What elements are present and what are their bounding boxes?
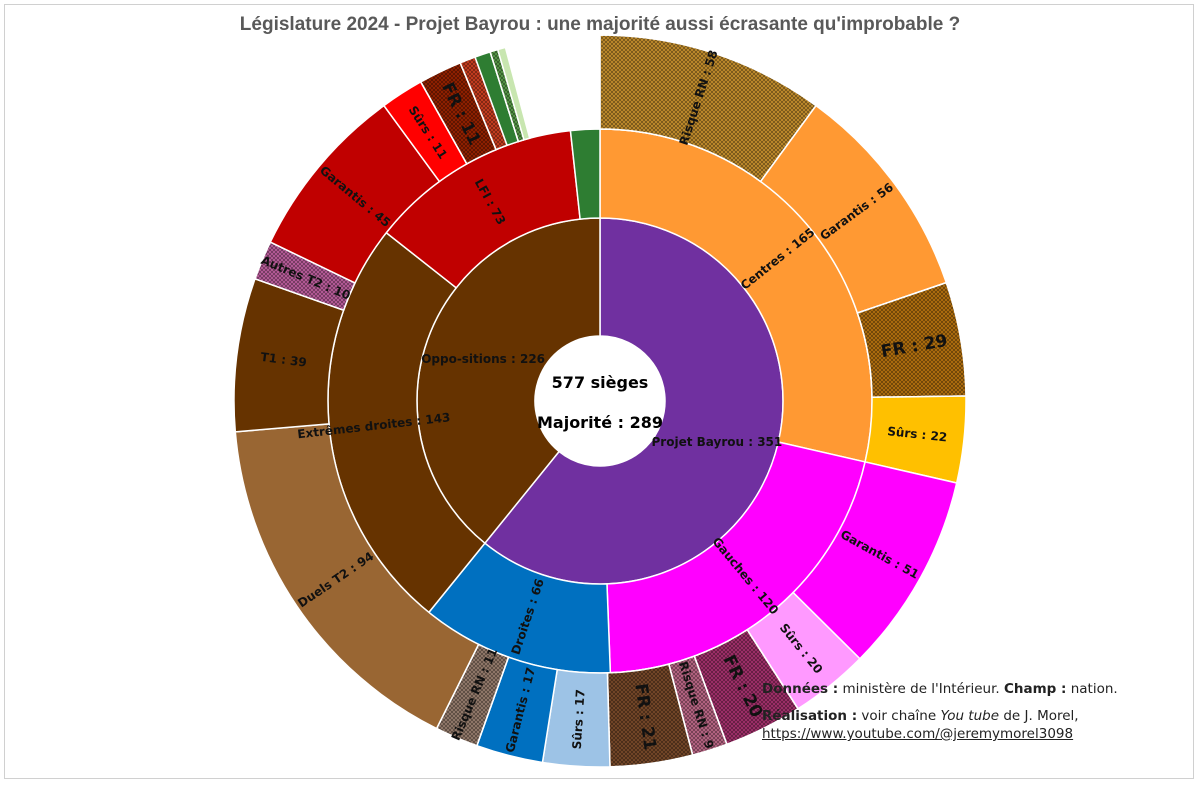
scope-label: Champ : <box>1003 681 1067 697</box>
center-majority: Majorité : 289 <box>537 413 663 432</box>
made-post: de J. Morel, <box>999 708 1079 724</box>
credits-data-row: Données : ministère de l'Intérieur. Cham… <box>762 680 1192 698</box>
outer-label-surs-22: Sûrs : 22 <box>887 424 948 444</box>
outer-label-surs-17: Sûrs : 17 <box>570 689 588 750</box>
youtube-link[interactable]: https://www.youtube.com/@jeremymorel3098 <box>762 726 1074 742</box>
outer-slice-outer-segment-21 <box>496 46 531 141</box>
center-hole <box>535 336 665 466</box>
inner-label-projet-bayrou-351: Projet Bayrou : 351 <box>652 435 783 449</box>
scope-value: nation. <box>1066 681 1118 697</box>
center-total-seats: 577 sièges <box>552 373 649 392</box>
made-platform: You tube <box>940 708 1000 724</box>
middle-slice-middle-segment-5 <box>569 128 601 220</box>
chart-frame <box>4 4 1194 779</box>
chart-title: Législature 2024 - Projet Bayrou : une m… <box>239 14 961 35</box>
data-label: Données : <box>762 681 839 697</box>
credits-author-row: Réalisation : voir chaîne You tube de J.… <box>762 707 1192 743</box>
made-label: Réalisation : <box>762 708 858 724</box>
data-source: ministère de l'Intérieur. <box>838 681 1004 697</box>
inner-label-oppo-sitions-226: Oppo-sitions : 226 <box>421 352 545 366</box>
outer-label-t1-39: T1 : 39 <box>260 350 308 370</box>
made-pre: voir chaîne <box>857 708 941 724</box>
credits-block: Données : ministère de l'Intérieur. Cham… <box>762 680 1192 752</box>
